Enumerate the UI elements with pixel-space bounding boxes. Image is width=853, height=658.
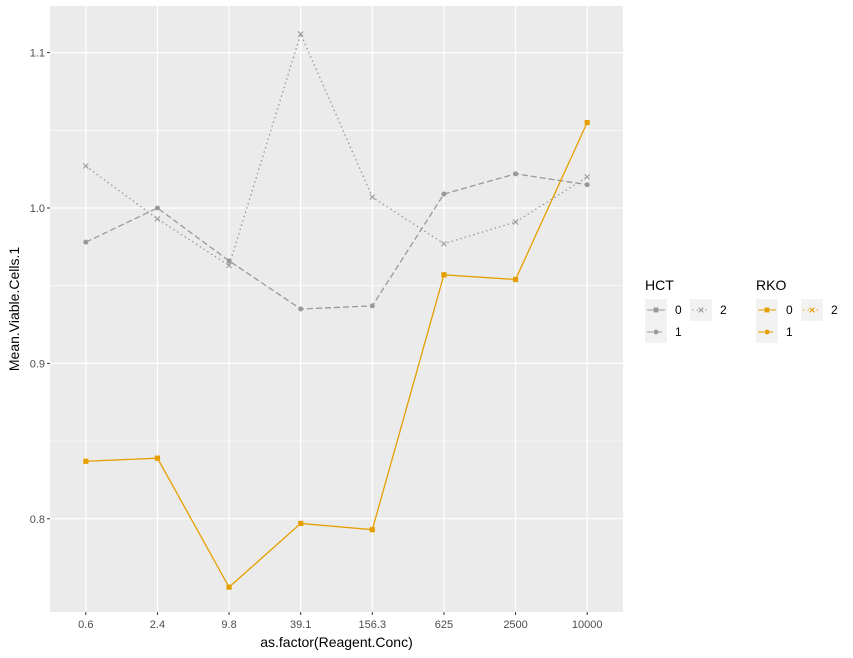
- series-line: [85, 122, 588, 589]
- x-axis: 0.6 2.4 9.8 39.1 156.3 625 2500 10000: [78, 612, 602, 631]
- legend-label: 1: [675, 325, 682, 339]
- data-point: [512, 276, 519, 283]
- x-tick-label: 2500: [503, 619, 527, 631]
- data-point: [154, 205, 160, 211]
- x-tick-label: 625: [435, 619, 453, 631]
- data-point: [154, 215, 161, 222]
- data-point: [441, 240, 447, 247]
- data-point: [369, 303, 375, 309]
- data-point: [513, 171, 519, 177]
- data-point: [441, 191, 447, 197]
- y-tick-label: 0.8: [30, 514, 45, 526]
- legend-label: 2: [720, 303, 727, 317]
- y-axis: 0.8 0.9 1.0 1.1: [30, 48, 50, 526]
- legend-label: 0: [675, 303, 682, 317]
- grid-minor: [50, 130, 623, 442]
- x-tick-label: 9.8: [221, 619, 236, 631]
- data-point: [226, 262, 232, 269]
- series-line: [85, 32, 588, 267]
- data-point: [226, 584, 232, 590]
- x-tick-label: 0.6: [78, 619, 93, 631]
- x-tick-label: 39.1: [290, 619, 311, 631]
- grid-major: [50, 6, 623, 612]
- y-tick-label: 1.0: [30, 203, 45, 215]
- x-tick-label: 156.3: [359, 619, 387, 631]
- data-point: [584, 182, 590, 188]
- data-point: [441, 272, 447, 278]
- data-point: [297, 31, 304, 37]
- data-point: [83, 458, 89, 464]
- legend-label: 2: [831, 303, 838, 317]
- data-point: [298, 520, 304, 527]
- x-tick-label: 2.4: [150, 619, 165, 631]
- legend-key-marker: [764, 307, 770, 313]
- y-tick-label: 1.1: [30, 48, 45, 60]
- series-hct-1: [83, 171, 590, 312]
- legend-key-marker: [809, 307, 815, 313]
- legend-title: RKO: [756, 277, 786, 293]
- data-point: [83, 239, 89, 245]
- legend-title: HCT: [645, 277, 674, 293]
- legend-key-marker: [653, 307, 659, 313]
- series-hct-2: [82, 31, 591, 269]
- data-point: [369, 527, 375, 533]
- x-axis-title: as.factor(Reagent.Conc): [260, 634, 413, 650]
- data-point: [584, 174, 591, 180]
- data-point: [298, 306, 304, 312]
- series-rko-0: [83, 119, 590, 590]
- data-point: [584, 119, 590, 126]
- x-tick-label: 10000: [572, 619, 603, 631]
- y-tick-label: 0.9: [30, 358, 45, 370]
- legend-key-marker: [764, 329, 770, 335]
- series-layer: [82, 31, 591, 590]
- legend-key-marker: [698, 307, 704, 313]
- series-line: [85, 173, 588, 310]
- plot-panel: [50, 6, 623, 612]
- legend-key-marker: [653, 329, 659, 335]
- data-point: [369, 194, 376, 201]
- data-point: [512, 219, 519, 225]
- data-point: [82, 163, 89, 169]
- legend-label: 1: [786, 325, 793, 339]
- legend-label: 0: [786, 303, 793, 317]
- data-point: [154, 455, 161, 461]
- y-axis-title: Mean.Viable.Cells.1: [6, 247, 22, 371]
